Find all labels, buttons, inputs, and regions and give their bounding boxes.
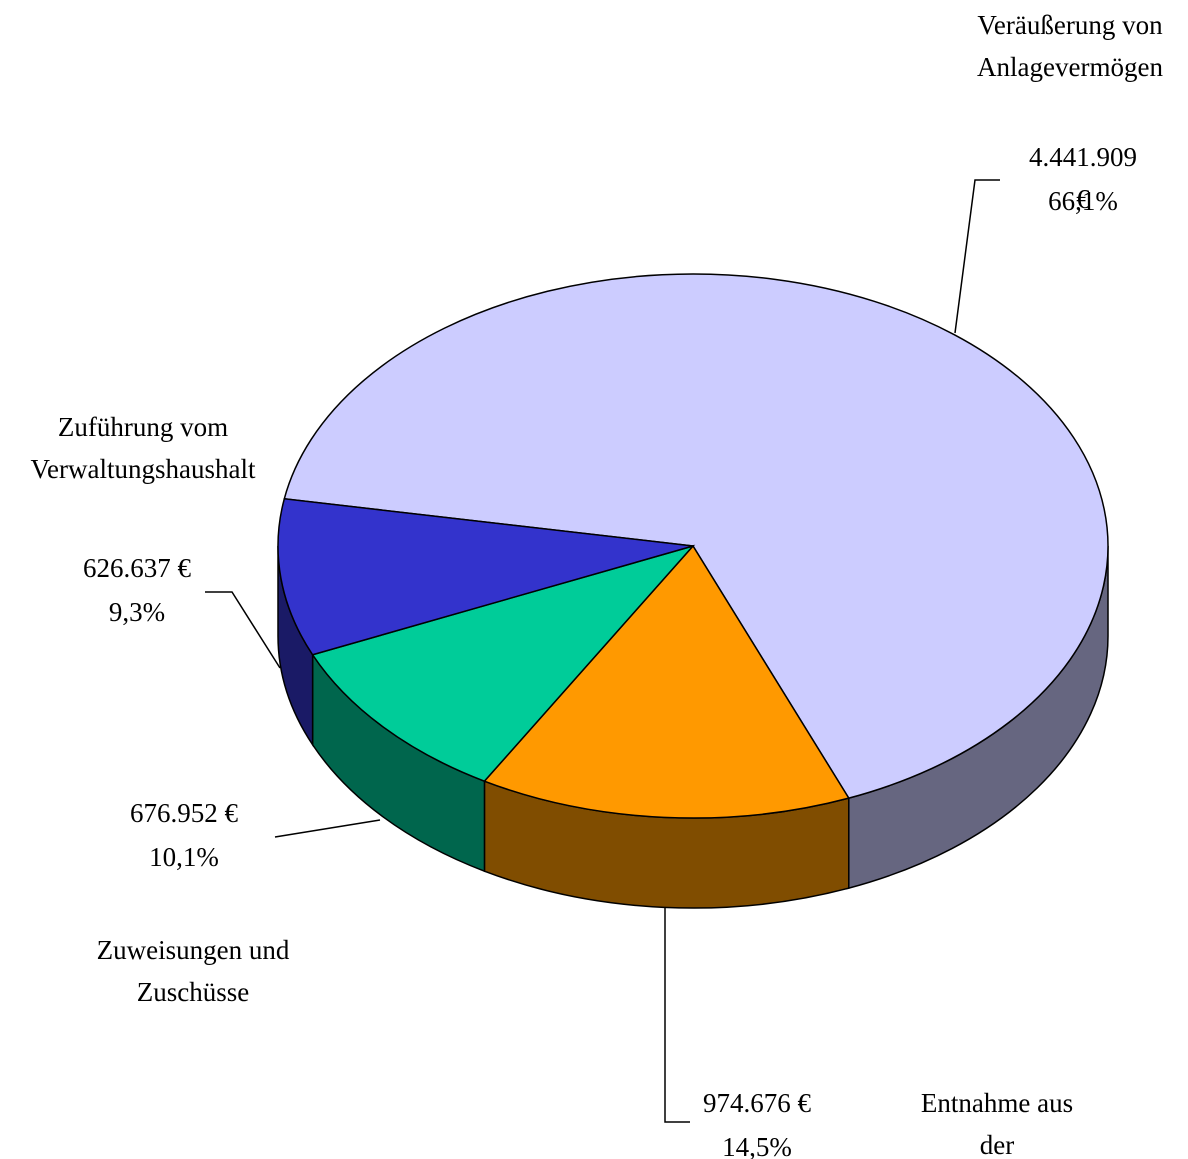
percent-label: 66,1% [1048, 186, 1118, 216]
value-label: 4.441.909 € [1029, 142, 1137, 214]
category-label: Zuweisungen und Zuschüsse [96, 935, 290, 1007]
percent-label: 9,3% [108, 597, 166, 627]
slice [283, 273, 1109, 799]
percent-label: 10,1% [149, 842, 219, 872]
slice [311, 544, 696, 783]
leader-line [664, 908, 690, 1123]
category-label: Entnahme aus der Rücklage [920, 1088, 1074, 1159]
value-label: 676.952 € [130, 798, 238, 828]
leader-line [954, 179, 1000, 334]
leader-line [205, 591, 281, 669]
value-label: 626.637 € [83, 553, 191, 583]
value-label: 974.676 € [703, 1088, 811, 1118]
slice [277, 497, 694, 656]
slice [483, 544, 850, 819]
category-label: Zuführung vom Verwaltungshaushalt [30, 412, 256, 484]
percent-label: 14,5% [722, 1132, 792, 1159]
leader-line [274, 819, 381, 838]
category-label: Veräußerung von Anlagevermögen [977, 10, 1163, 82]
